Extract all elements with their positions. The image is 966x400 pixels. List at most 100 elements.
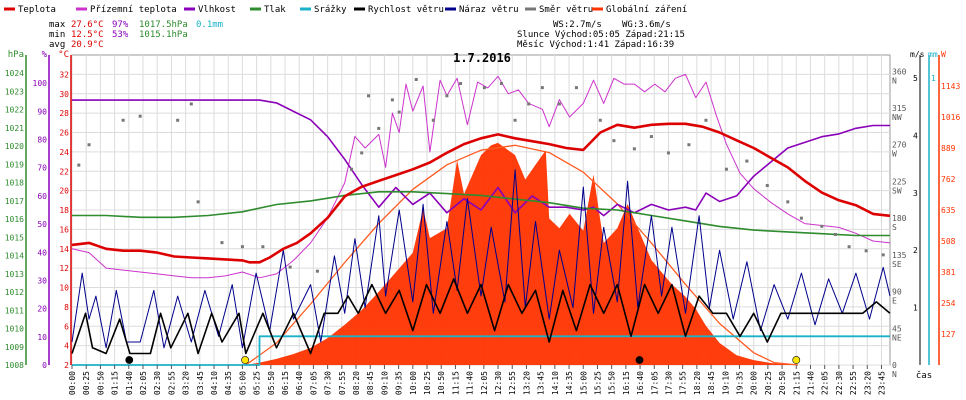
wind-direction-point [87,143,91,147]
direction-tick-label: 135 [892,251,907,260]
radiation-tick-label: 127 [941,330,956,339]
humidity-axis-tick-label: 0 [42,361,47,370]
x-tick-label: 18:45 [707,371,716,395]
temperature-axis-tick-label: 2 [64,361,69,370]
wind-direction-point [540,86,544,90]
direction-tick-label: 0 [892,361,897,370]
temperature-axis-tick-label: 8 [64,303,69,312]
wind-direction-point [574,86,578,90]
x-tick-label: 01:40 [125,371,134,395]
temperature-axis-tick-label: 20 [59,187,69,196]
wind-tick-label: 5 [913,74,918,83]
stat-min-hum: 53% [112,30,129,40]
x-tick-label: 06:40 [295,371,304,395]
temperature-axis-tick-label: 24 [59,148,69,157]
wind-direction-point [288,265,292,269]
x-tick-label: 02:30 [153,371,162,395]
x-tick-label: 16:15 [622,371,631,395]
x-tick-label: 00:00 [68,371,77,395]
direction-compass-label: N [892,76,897,85]
direction-tick-label: 270 [892,141,907,150]
wind-direction-point [360,151,364,155]
direction-compass-label: S [892,223,897,232]
series-teplota [71,122,891,264]
temperature-axis-tick-label: 6 [64,322,69,331]
temperature-axis-tick-label: 4 [64,342,69,351]
rain-axis-unit: mm [928,50,938,59]
stat-min-press: 1015.1hPa [139,30,188,40]
stat-max-hum: 97% [112,20,129,30]
stats-block: max 27.6°C 97% 1017.5hPa 0.1mm min 12.5°… [49,20,223,50]
wind-direction-point [724,167,728,171]
humidity-axis-tick-label: 20 [37,305,47,314]
series-clear-sky [245,144,799,366]
wind-direction-point [557,102,561,106]
humidity-axis-tick-label: 50 [37,220,47,229]
temperature-axis-tick-label: 10 [59,284,69,293]
radiation-tick-label: 889 [941,144,956,153]
direction-compass-label: SE [892,260,902,269]
x-tick-label: 14:35 [565,371,574,395]
wind-direction-point [687,143,691,147]
pressure-axis-tick-label: 1010 [5,325,24,334]
direction-compass-label: E [892,297,897,306]
x-tick-label: 07:05 [309,371,318,395]
temperature-axis-tick-label: 28 [59,109,69,118]
direction-tick-label: 90 [892,288,902,297]
temperature-axis-tick-label: 26 [59,129,69,138]
legend-label: Rychlost větru [368,5,444,15]
x-tick-label: 05:00 [238,371,247,395]
humidity-axis-tick-label: 10 [37,333,47,342]
wind-direction-point [315,269,319,273]
x-tick-label: 17:05 [650,371,659,395]
x-tick-label: 21:15 [792,371,801,395]
humidity-axis-tick-label: 90 [37,107,47,116]
sun-marker [241,356,250,364]
x-tick-label: 10:50 [437,371,446,395]
x-tick-label: 15:50 [608,371,617,395]
wind-direction-point [220,241,224,245]
x-tick-label: 04:10 [210,371,219,395]
radiation-tick-label: 254 [941,299,956,308]
wind-direction-point [367,94,371,98]
wind-direction-point [612,139,616,143]
legend-label: Vlhkost [198,5,236,15]
direction-tick-label: 315 [892,104,907,113]
legend-label: Teplota [18,5,56,15]
wind-direction-point [799,216,803,220]
humidity-axis-tick-label: 100 [33,79,48,88]
wind-direction-point [77,163,81,167]
direction-tick-label: 225 [892,177,907,186]
x-tick-label: 00:50 [96,371,105,395]
x-tick-label: 05:25 [253,371,262,395]
x-tick-label: 15:25 [593,371,602,395]
radiation-tick-label: 1016 [941,113,960,122]
x-tick-label: 09:35 [395,371,404,395]
pressure-axis-tick-label: 1017 [5,197,24,206]
series-globalni-zareni-area [72,142,890,365]
direction-tick-label: 45 [892,324,902,333]
x-tick-label: 02:55 [167,371,176,395]
temperature-axis-unit: °C [58,50,69,60]
temperature-axis-tick-label: 22 [59,167,69,176]
direction-compass-label: W [892,150,897,159]
wind-direction-point [704,118,708,122]
x-tick-label: 04:35 [224,371,233,395]
wind-tick-label: 1 [913,304,918,313]
wind-tick-label: 2 [913,246,918,255]
radiation-tick-label: 1143 [941,82,960,91]
x-tick-label: 13:20 [522,371,531,395]
info-wg: WG:3.6m/s [622,20,671,30]
wind-direction-point [527,102,531,106]
series-tlak [72,191,890,237]
temperature-axis-tick-label: 32 [59,70,69,79]
radiation-tick-label: 762 [941,175,956,184]
info-ws: WS:2.7m/s [553,20,602,30]
direction-compass-label: NE [892,333,902,342]
x-tick-label: 19:10 [721,371,730,395]
x-tick-label: 07:55 [338,371,347,395]
pressure-axis-tick-label: 1016 [5,215,24,224]
x-tick-label: 00:25 [82,371,91,395]
x-tick-label: 03:20 [182,371,191,395]
